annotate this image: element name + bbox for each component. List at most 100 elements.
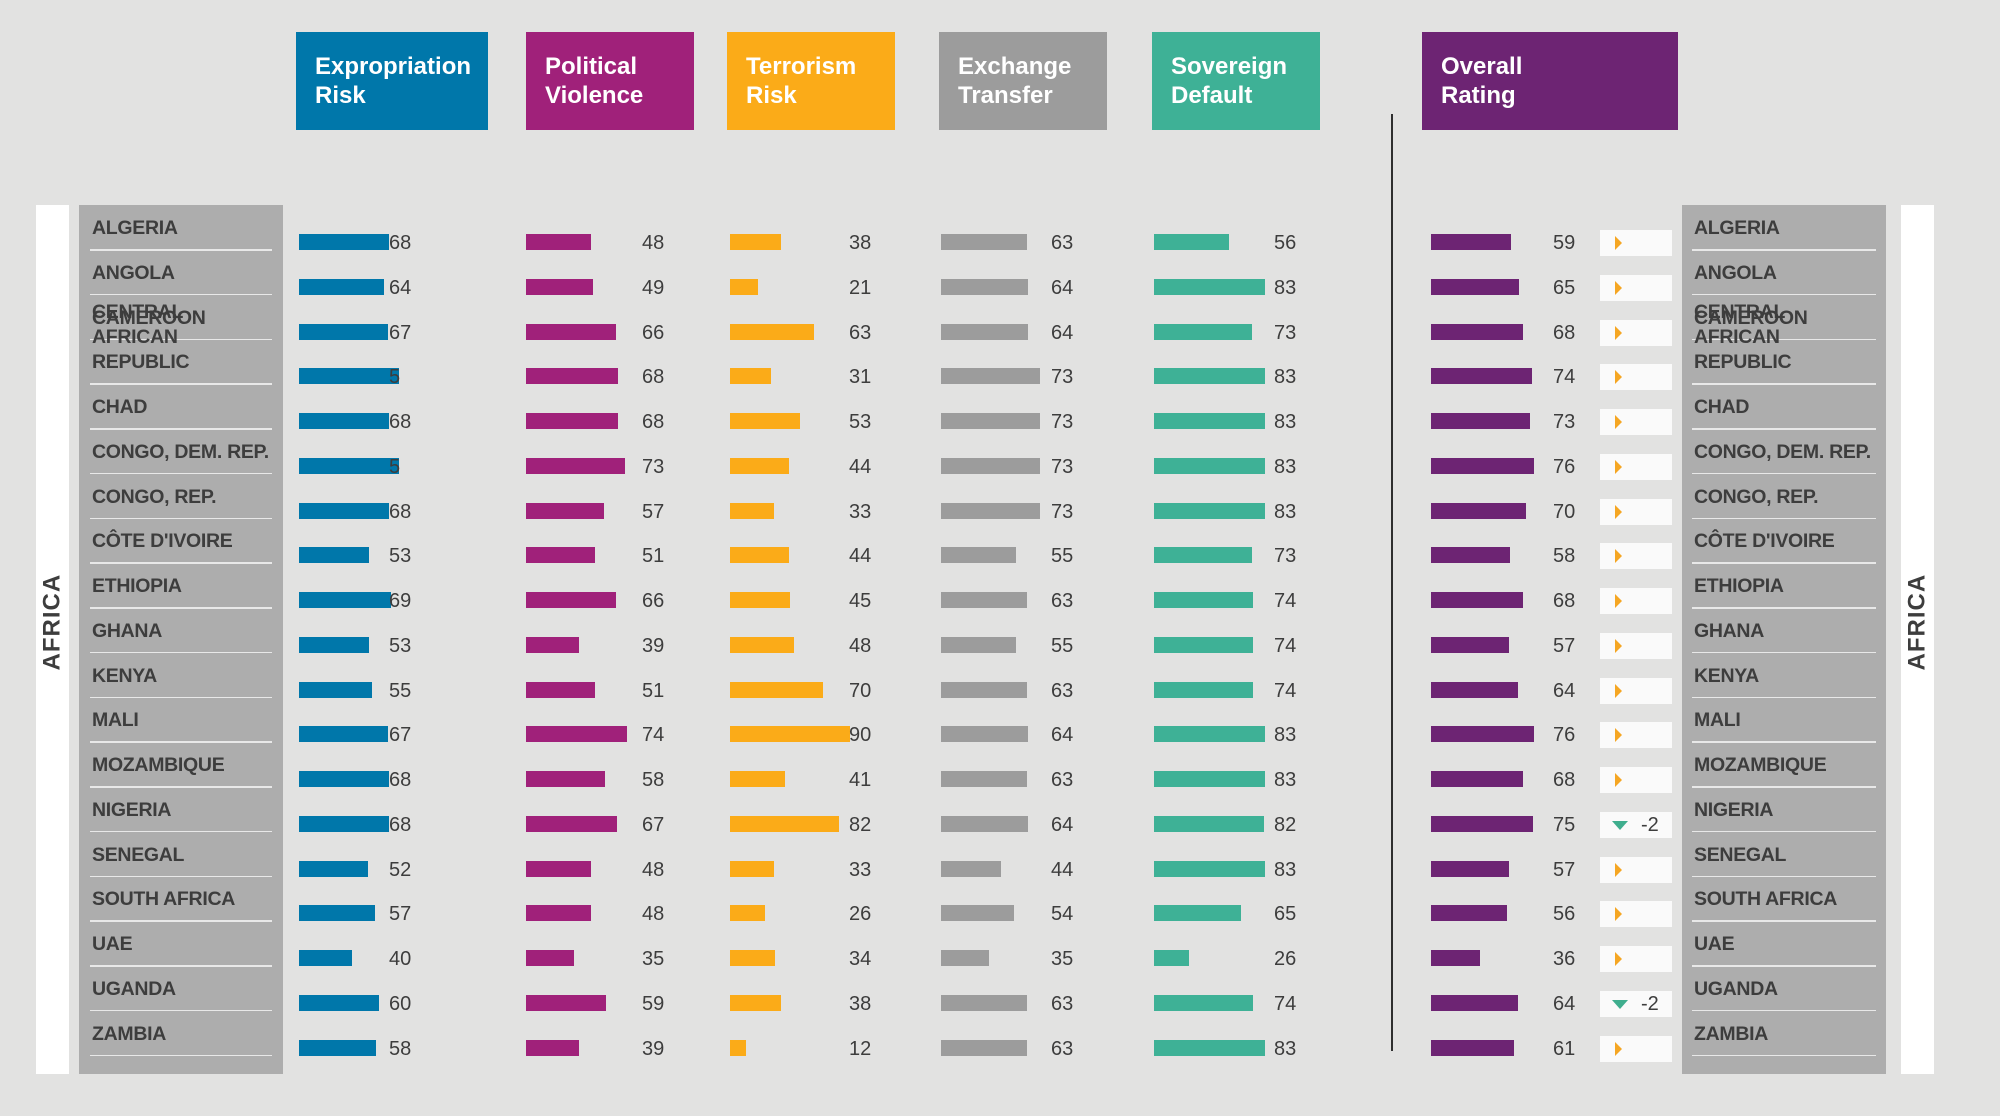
bar-overall: [1431, 323, 1523, 340]
country-name: SOUTH AFRICA: [1694, 882, 1879, 916]
country-name: MALI: [1694, 703, 1879, 737]
bar-exchange: [941, 278, 1028, 295]
bar-expropriation: [299, 636, 369, 653]
country-name-text: UAE: [1694, 933, 1735, 955]
country-name: ANGOLA: [92, 256, 277, 290]
bar-expropriation: [299, 950, 352, 966]
row-separator: [90, 875, 272, 877]
country-name-text: SENEGAL: [1694, 843, 1787, 866]
bar-terrorism: [730, 950, 775, 966]
bar-terrorism: [730, 502, 774, 519]
bar-terrorism: [730, 592, 790, 608]
bar-political: [526, 994, 606, 1011]
row-separator: [1692, 830, 1876, 833]
country-name: ZAMBIA: [1694, 1017, 1879, 1051]
value-sovereign: 74: [1274, 679, 1297, 702]
value-terrorism: 82: [849, 813, 872, 836]
country-panel-left: [79, 205, 283, 1074]
bar-exchange: [941, 726, 1028, 743]
country-name: MALI: [92, 703, 277, 737]
bar-political: [526, 905, 591, 922]
value-political: 73: [642, 455, 665, 478]
country-name: ANGOLA: [1694, 256, 1879, 290]
value-sovereign: 83: [1274, 500, 1297, 523]
value-terrorism: 34: [849, 948, 872, 970]
country-name: CONGO, REP.: [92, 480, 277, 514]
rating-change-box: [1600, 364, 1672, 391]
bar-political: [526, 592, 616, 608]
value-overall: 76: [1553, 455, 1576, 478]
country-name: ALGERIA: [1694, 211, 1879, 245]
value-expropriation: 69: [389, 590, 412, 612]
value-sovereign: 83: [1274, 724, 1297, 747]
row-separator: [1692, 383, 1876, 385]
value-terrorism: 48: [849, 634, 872, 657]
value-sovereign: 83: [1274, 455, 1297, 478]
bar-sovereign: [1154, 726, 1265, 743]
bar-overall: [1431, 681, 1518, 698]
row-separator: [1692, 920, 1876, 922]
value-expropriation: 68: [389, 769, 412, 791]
country-name-text: CONGO, REP.: [92, 485, 217, 508]
bar-terrorism: [730, 905, 765, 922]
value-overall: 59: [1553, 232, 1576, 254]
header-terrorism: Terrorism Risk: [727, 32, 895, 130]
rating-change-value: -2: [1641, 813, 1659, 836]
value-exchange: 54: [1051, 903, 1074, 926]
row-separator: [90, 517, 272, 519]
bar-overall: [1431, 547, 1510, 564]
bar-overall: [1431, 368, 1532, 385]
country-name-text: UGANDA: [92, 977, 176, 1000]
bar-expropriation: [299, 592, 391, 608]
bar-terrorism: [730, 815, 839, 832]
value-expropriation: 68: [389, 813, 412, 836]
value-expropriation: 57: [389, 903, 412, 926]
value-expropriation: 68: [389, 500, 412, 523]
row-separator: [1692, 1054, 1876, 1056]
bar-exchange: [941, 815, 1028, 832]
rating-change-box: [1600, 901, 1672, 928]
bar-sovereign: [1154, 950, 1189, 966]
value-terrorism: 44: [849, 545, 872, 568]
bar-sovereign: [1154, 592, 1253, 608]
bar-exchange: [941, 1039, 1027, 1056]
bar-terrorism: [730, 323, 814, 340]
bar-expropriation: [299, 502, 389, 519]
bar-exchange: [941, 905, 1014, 922]
row-separator: [1692, 786, 1876, 788]
value-political: 39: [642, 634, 665, 657]
bar-sovereign: [1154, 502, 1265, 519]
bar-exchange: [941, 502, 1040, 519]
value-political: 66: [642, 590, 665, 612]
row-separator: [1692, 293, 1876, 296]
value-political: 48: [642, 858, 665, 881]
bar-exchange: [941, 457, 1040, 474]
arrow-right-icon: [1615, 236, 1622, 250]
bar-sovereign: [1154, 278, 1265, 295]
rating-change-box: [1600, 767, 1672, 793]
row-separator: [1692, 875, 1876, 877]
bar-overall: [1431, 860, 1509, 877]
header-expropriation-label: Expropriation Risk: [315, 53, 472, 109]
bar-overall: [1431, 950, 1480, 966]
value-expropriation: 53: [389, 634, 412, 657]
country-name: SENEGAL: [92, 838, 277, 872]
country-name-text: CONGO, DEM. REP.: [92, 440, 269, 463]
header-sovereign: Sovereign Default: [1152, 32, 1320, 130]
bar-exchange: [941, 234, 1027, 250]
bar-expropriation: [299, 681, 372, 698]
value-overall: 73: [1553, 411, 1576, 433]
bar-overall: [1431, 994, 1518, 1011]
arrow-right-icon: [1615, 862, 1622, 877]
country-name: GHANA: [92, 614, 277, 648]
bar-expropriation: [299, 413, 389, 429]
country-name-text: ZAMBIA: [92, 1022, 167, 1045]
value-exchange: 63: [1051, 1037, 1074, 1060]
bar-terrorism: [730, 413, 800, 429]
country-name: KENYA: [1694, 659, 1879, 693]
bar-political: [526, 413, 618, 429]
bar-terrorism: [730, 1039, 746, 1056]
rating-change-box: [1600, 1035, 1672, 1062]
value-terrorism: 33: [849, 858, 872, 881]
country-name: UGANDA: [1694, 972, 1879, 1006]
